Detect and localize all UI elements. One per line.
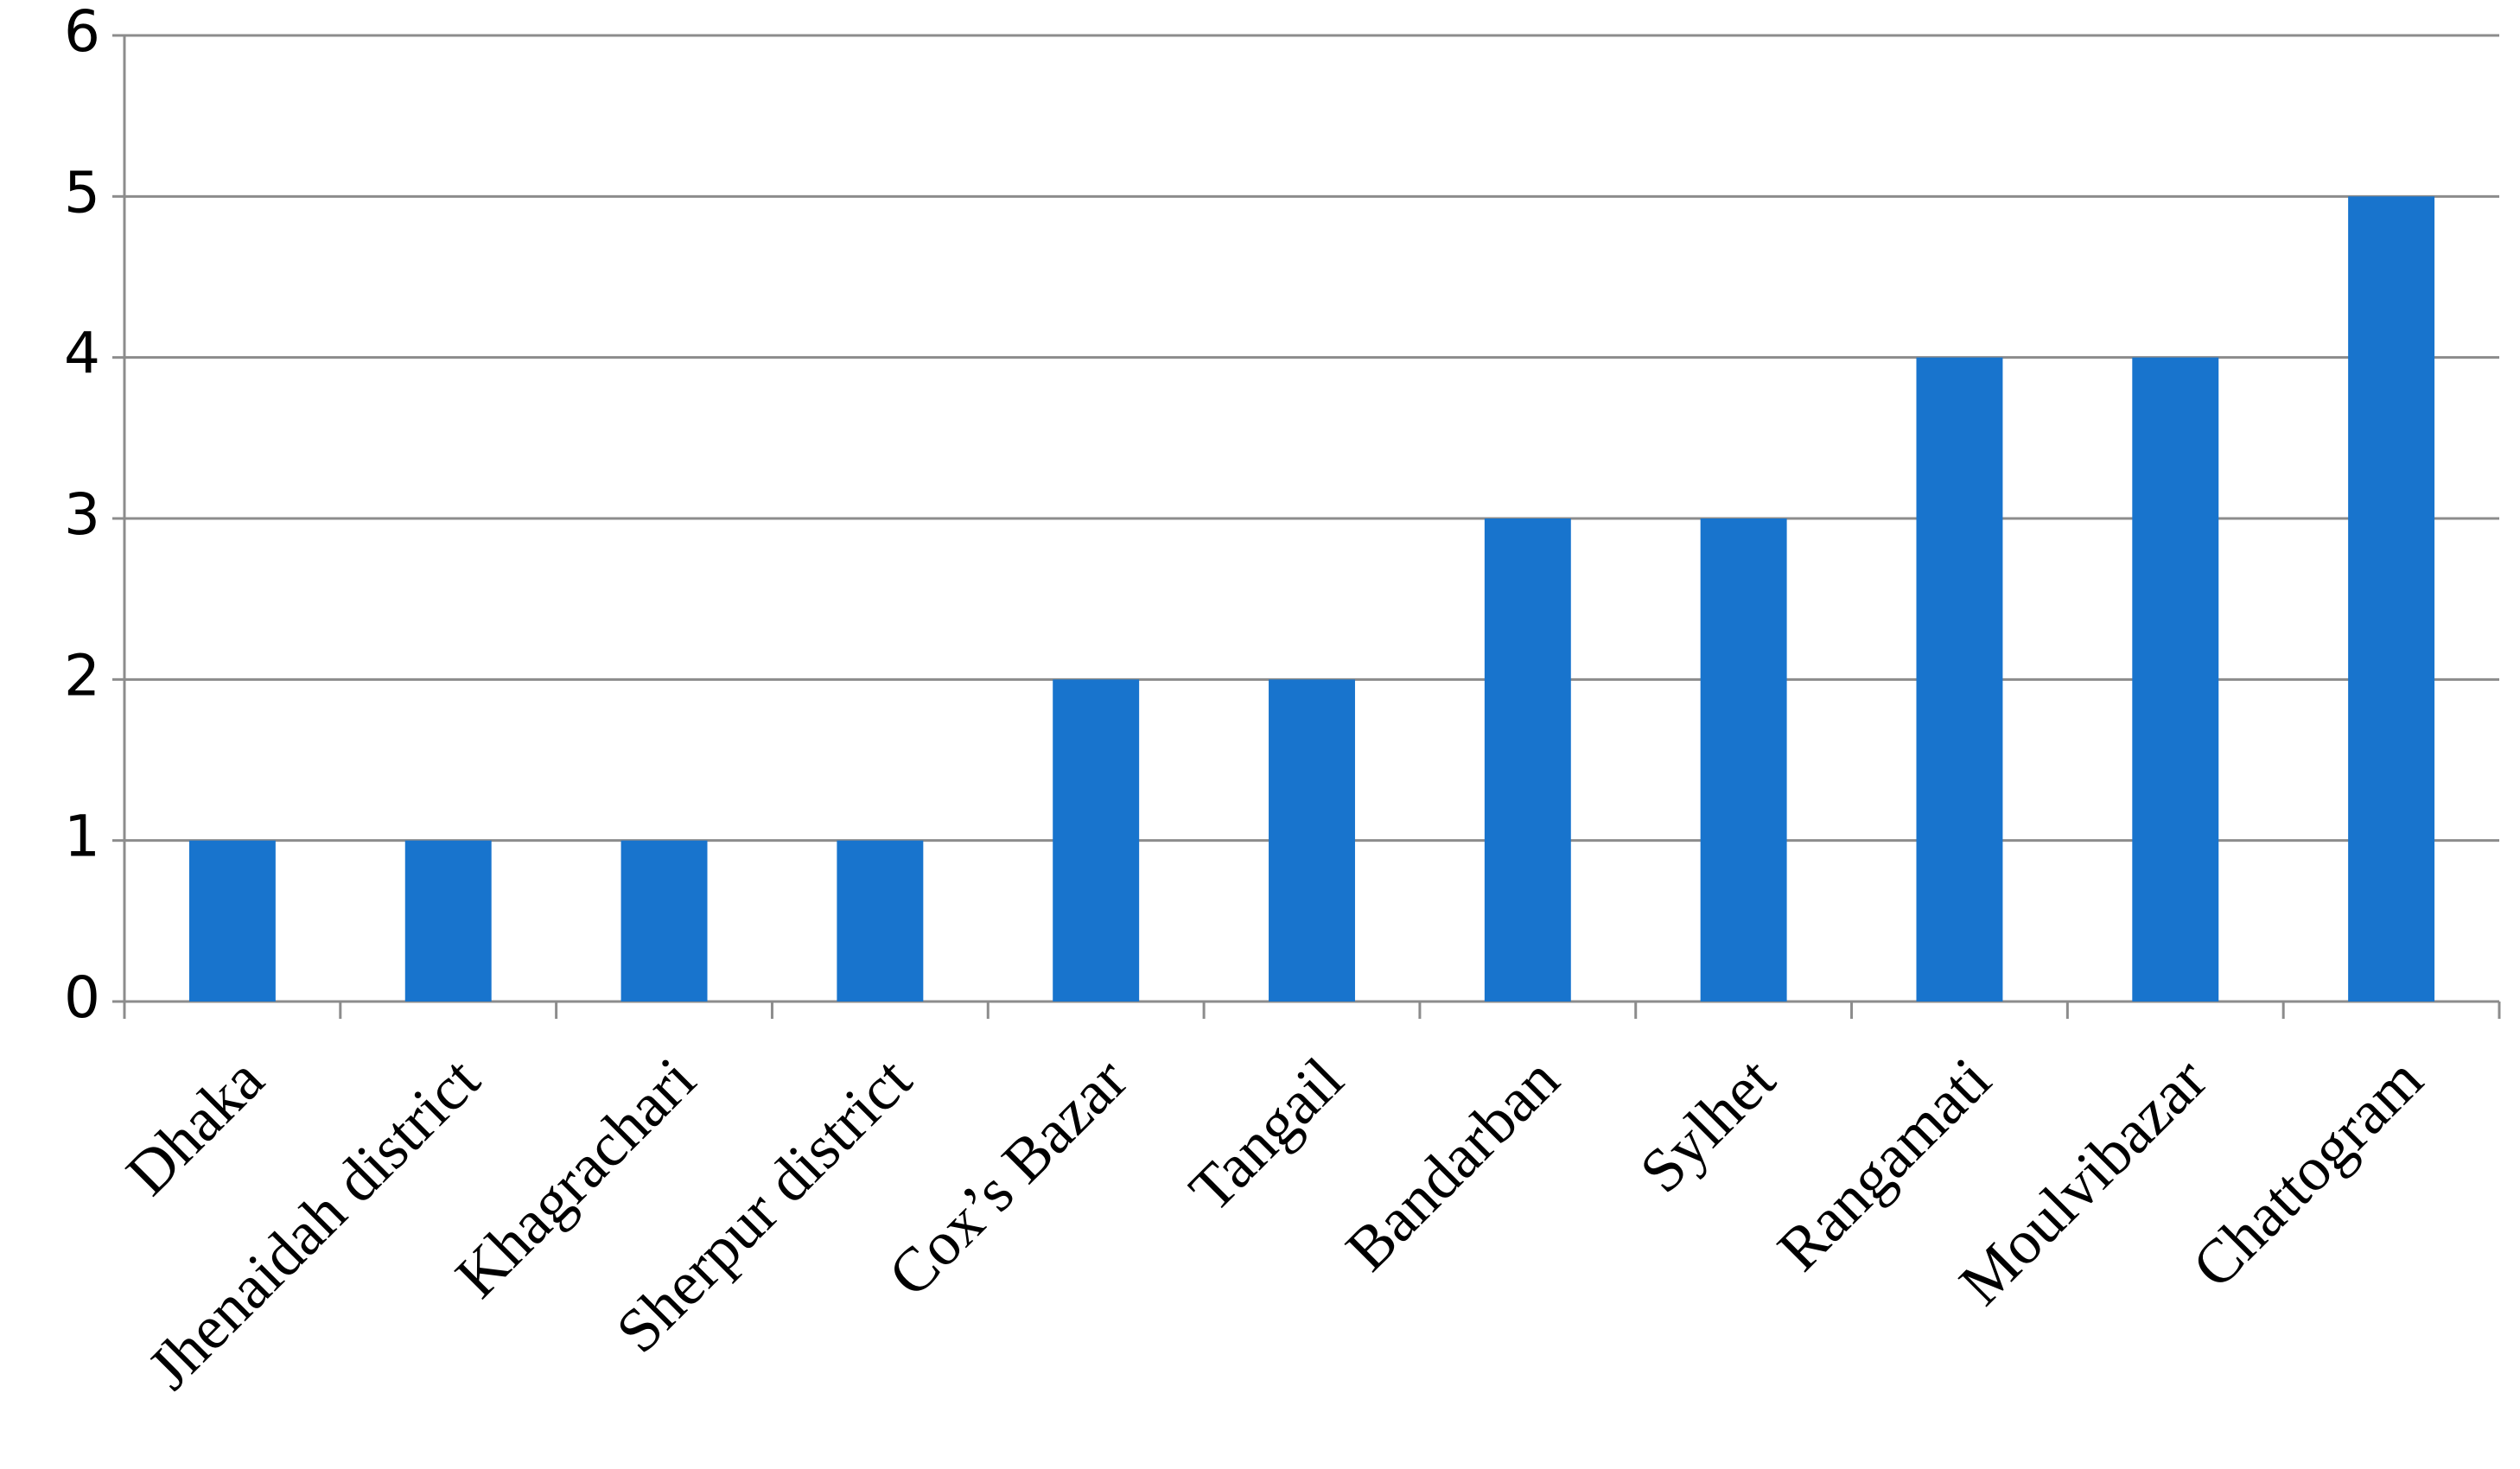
y-tick-label: 6 — [64, 0, 100, 65]
y-tick-label: 0 — [64, 964, 100, 1031]
bar — [404, 840, 492, 1002]
y-tick-label: 3 — [64, 481, 100, 548]
y-tick-label: 5 — [64, 159, 100, 226]
y-tick-label: 2 — [64, 642, 100, 709]
bar — [1269, 679, 1355, 1002]
x-tick-label: Chattogram — [2179, 1045, 2435, 1301]
y-tick-label: 1 — [64, 804, 100, 870]
x-tick-label: Sylhet — [1626, 1045, 1788, 1206]
bar — [188, 840, 276, 1002]
y-tick-label: 4 — [64, 321, 100, 387]
x-tick-label: Tangail — [1176, 1045, 1357, 1225]
bar — [1700, 518, 1787, 1002]
x-tick-label: Dhaka — [113, 1045, 277, 1208]
x-tick-label: Bandarban — [1333, 1045, 1572, 1284]
bar — [1053, 679, 1140, 1002]
bar — [1484, 518, 1571, 1002]
bar — [1916, 357, 2003, 1002]
bar — [2132, 357, 2219, 1002]
bar — [2348, 196, 2435, 1002]
bar — [837, 840, 924, 1002]
bar — [620, 840, 708, 1002]
